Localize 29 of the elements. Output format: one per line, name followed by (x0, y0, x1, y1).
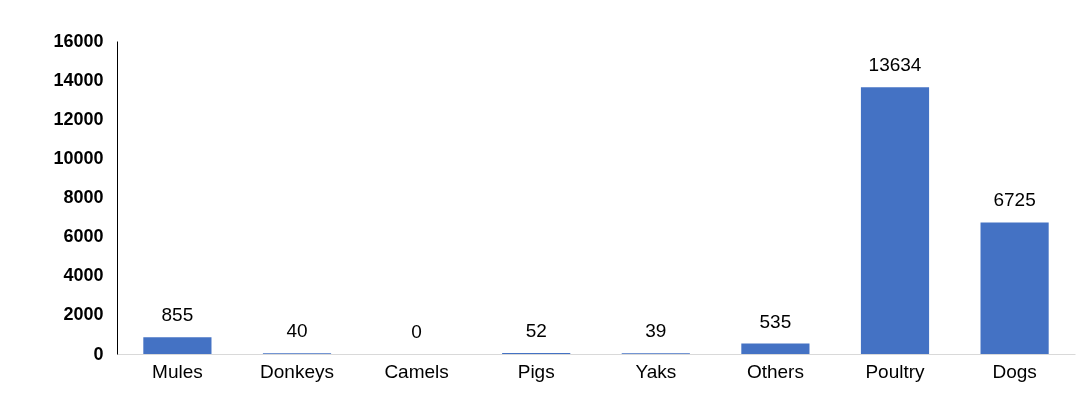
x-tick-label: Mules (152, 360, 203, 382)
x-tick-label: Pigs (517, 360, 555, 382)
data-label: 39 (645, 320, 667, 342)
x-tick-label: Donkeys (260, 360, 334, 382)
x-tick-label: Yaks (635, 360, 677, 382)
data-label: 40 (286, 320, 308, 342)
x-tick-label: Others (746, 360, 804, 382)
y-tick-label: 0 (93, 343, 104, 364)
x-tick-label: Camels (384, 360, 449, 382)
x-tick-label: Dogs (992, 360, 1037, 382)
y-tick-label: 16000 (53, 30, 104, 51)
x-tick-label: Poultry (865, 360, 926, 382)
bar (860, 87, 930, 354)
y-tick-label: 6000 (63, 226, 104, 247)
y-tick-label: 8000 (63, 187, 104, 207)
data-label: 855 (161, 304, 194, 326)
data-label: 0 (411, 321, 422, 342)
y-tick-label: 4000 (63, 265, 104, 286)
y-tick-label: 10000 (53, 147, 104, 168)
data-label: 52 (525, 319, 547, 341)
data-label: 13634 (868, 54, 922, 76)
y-tick-label: 2000 (63, 304, 104, 325)
bar (143, 337, 212, 354)
data-label: 6725 (993, 189, 1036, 211)
bar (980, 222, 1049, 354)
y-tick-label: 14000 (53, 69, 104, 90)
bar (741, 343, 810, 354)
data-label: 535 (759, 310, 792, 332)
y-tick-label: 12000 (53, 108, 104, 129)
